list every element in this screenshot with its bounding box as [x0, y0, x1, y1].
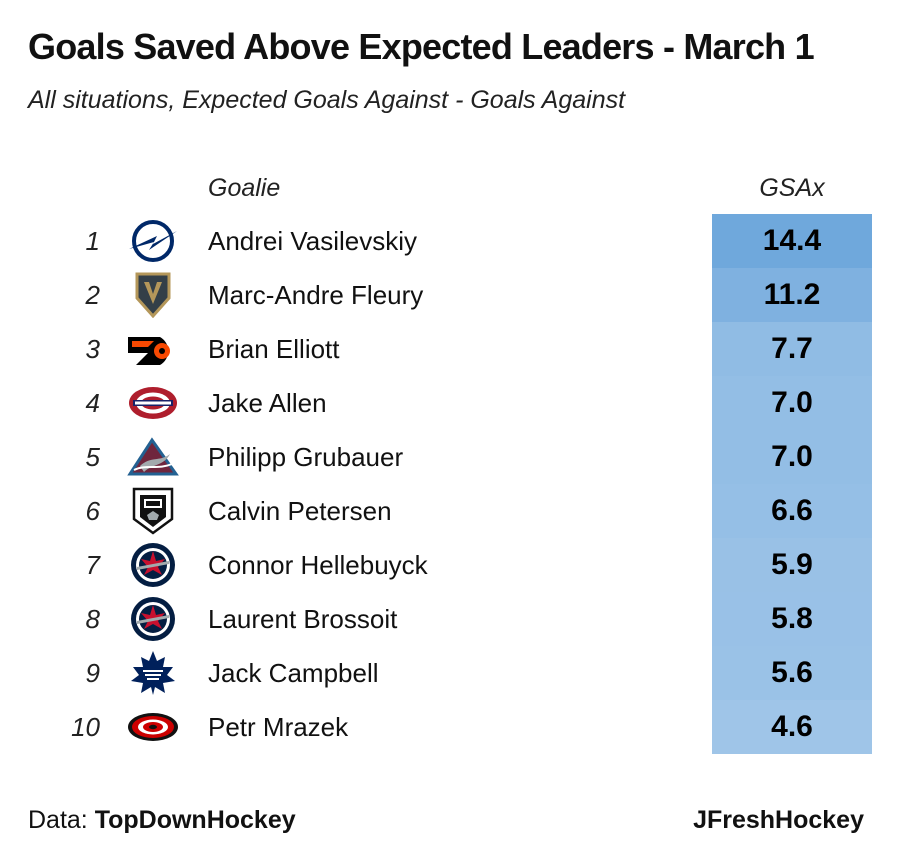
gsax-cell: 14.4 — [712, 214, 872, 268]
gsax-cell: 11.2 — [712, 268, 872, 322]
data-source-name: TopDownHockey — [94, 806, 296, 834]
canadiens-logo-icon — [126, 380, 180, 426]
gsax-cell: 6.6 — [712, 484, 872, 538]
rank-cell: 1 — [85, 226, 100, 256]
table-row: 6 Calvin Petersen 6.6 — [0, 484, 908, 538]
jets-logo-icon — [126, 596, 180, 642]
gsax-column-header: GSAx — [759, 174, 825, 202]
golden-knights-logo-icon — [126, 272, 180, 318]
table-row: 8 Laurent Brossoit 5.8 — [0, 592, 908, 646]
jets-logo-icon — [126, 542, 180, 588]
goalie-name: Petr Mrazek — [208, 712, 349, 742]
rank-cell: 3 — [85, 334, 100, 364]
goalie-name: Brian Elliott — [208, 334, 340, 364]
rank-cell: 9 — [85, 658, 100, 688]
table-row: 1 Andrei Vasilevskiy 14.4 — [0, 214, 908, 268]
gsax-cell: 7.0 — [712, 430, 872, 484]
hurricanes-logo-icon — [126, 704, 180, 750]
rank-cell: 10 — [71, 712, 100, 742]
data-source-label: Data: — [28, 806, 95, 834]
gsax-cell: 5.6 — [712, 646, 872, 700]
gsax-cell: 7.0 — [712, 376, 872, 430]
table-row: 3 Brian Elliott 7.7 — [0, 322, 908, 376]
avalanche-logo-icon — [126, 434, 180, 480]
goalie-name: Andrei Vasilevskiy — [208, 226, 418, 256]
goalie-name: Jake Allen — [208, 388, 327, 418]
flyers-logo-icon — [126, 326, 180, 372]
gsax-cell: 4.6 — [712, 700, 872, 754]
page-subtitle: All situations, Expected Goals Against -… — [28, 86, 626, 114]
maple-leafs-logo-icon — [126, 650, 180, 696]
goalie-name: Calvin Petersen — [208, 496, 392, 526]
rank-cell: 6 — [85, 496, 100, 526]
goalie-column-header: Goalie — [208, 174, 281, 202]
table-row: 10 Petr Mrazek 4.6 — [0, 700, 908, 754]
table-row: 9 Jack Campbell 5.6 — [0, 646, 908, 700]
rank-cell: 2 — [85, 280, 100, 310]
goalie-name: Laurent Brossoit — [208, 604, 398, 634]
kings-logo-icon — [126, 487, 180, 535]
goalie-name: Jack Campbell — [208, 658, 379, 688]
rank-cell: 8 — [85, 604, 100, 634]
gsax-cell: 5.8 — [712, 592, 872, 646]
data-source-credit: Data: TopDownHockey — [28, 806, 296, 835]
author-credit: JFreshHockey — [693, 806, 864, 834]
page-title: Goals Saved Above Expected Leaders - Mar… — [28, 26, 815, 67]
lightning-logo-icon — [126, 218, 180, 264]
rank-cell: 7 — [85, 550, 100, 580]
table-row: 2 Marc-Andre Fleury 11.2 — [0, 268, 908, 322]
table-row: 5 Philipp Grubauer 7.0 — [0, 430, 908, 484]
table-row: 4 Jake Allen 7.0 — [0, 376, 908, 430]
goalie-name: Philipp Grubauer — [208, 442, 404, 472]
rank-cell: 5 — [85, 442, 100, 472]
gsax-cell: 5.9 — [712, 538, 872, 592]
rank-cell: 4 — [85, 388, 100, 418]
goalie-name: Marc-Andre Fleury — [208, 280, 424, 310]
gsax-cell: 7.7 — [712, 322, 872, 376]
table-row: 7 Connor Hellebuyck 5.9 — [0, 538, 908, 592]
goalie-name: Connor Hellebuyck — [208, 550, 428, 580]
